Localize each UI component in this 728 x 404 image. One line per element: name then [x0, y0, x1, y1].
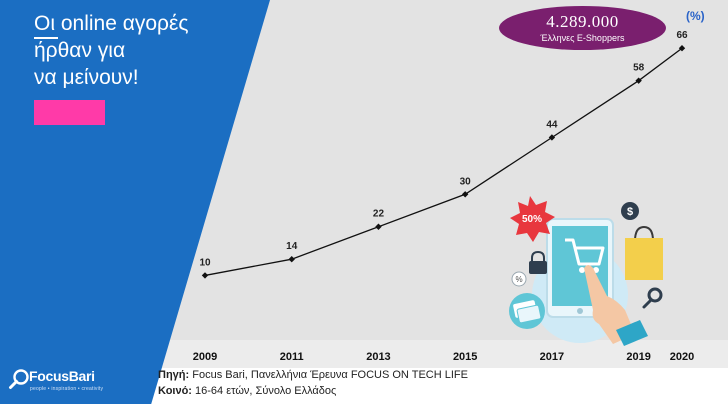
data-point-2013	[375, 223, 382, 230]
source-note: Πηγή: Focus Bari, Πανελλήνια Έρευνα FOCU…	[158, 367, 468, 399]
headline-underline	[34, 37, 58, 39]
x-tick-2009: 2009	[193, 351, 217, 363]
headline-line-3: να μείνουν!	[34, 66, 139, 89]
data-label-2017: 44	[546, 119, 558, 130]
x-tick-2011: 2011	[280, 351, 304, 363]
badge-label: Έλληνες E-Shoppers	[540, 33, 625, 43]
headline-line-1: Οι online αγορές	[34, 12, 189, 35]
data-point-2019	[635, 77, 642, 84]
data-label-2013: 22	[373, 209, 385, 220]
data-label-2020: 66	[676, 30, 688, 41]
data-label-2015: 30	[460, 176, 472, 187]
logo-name: FocusBari	[29, 368, 95, 384]
data-point-2009	[201, 272, 209, 279]
x-tick-2015: 2015	[453, 351, 477, 363]
data-point-2015	[461, 191, 469, 198]
data-point-2017	[548, 134, 556, 141]
logo-magnifier-icon	[9, 369, 29, 389]
eshoppers-badge: 4.289.000 Έλληνες E-Shoppers	[499, 6, 666, 50]
headline-line-2: ήρθαν για	[34, 39, 126, 62]
data-label-2009: 10	[199, 257, 211, 268]
source-text: Focus Bari, Πανελλήνια Έρευνα FOCUS ON T…	[192, 369, 468, 381]
x-tick-2019: 2019	[626, 351, 650, 363]
series-line	[204, 47, 683, 277]
source-label: Πηγή:	[158, 369, 190, 381]
data-point-2020	[678, 45, 686, 52]
x-tick-2017: 2017	[540, 351, 564, 363]
source-line-1: Πηγή: Focus Bari, Πανελλήνια Έρευνα FOCU…	[158, 367, 468, 383]
badge-value: 4.289.000	[546, 12, 619, 31]
data-label-2019: 58	[633, 63, 645, 74]
audience-text: 16-64 ετών, Σύνολο Ελλάδος	[195, 385, 337, 397]
x-tick-2013: 2013	[366, 351, 390, 363]
headline: Οι online αγορές ήρθαν για να μείνουν!	[34, 10, 254, 91]
pink-tag	[34, 100, 105, 125]
data-label-2011: 14	[286, 241, 298, 252]
focusbari-logo: FocusBari people • inspiration • creativ…	[8, 367, 118, 399]
x-tick-2020: 2020	[670, 351, 694, 363]
logo-tagline: people • inspiration • creativity	[30, 386, 104, 392]
source-line-2: Κοινό: 16-64 ετών, Σύνολο Ελλάδος	[158, 383, 468, 399]
unit-label: (%)	[686, 9, 705, 23]
audience-label: Κοινό:	[158, 385, 192, 397]
data-point-2011	[288, 256, 295, 263]
